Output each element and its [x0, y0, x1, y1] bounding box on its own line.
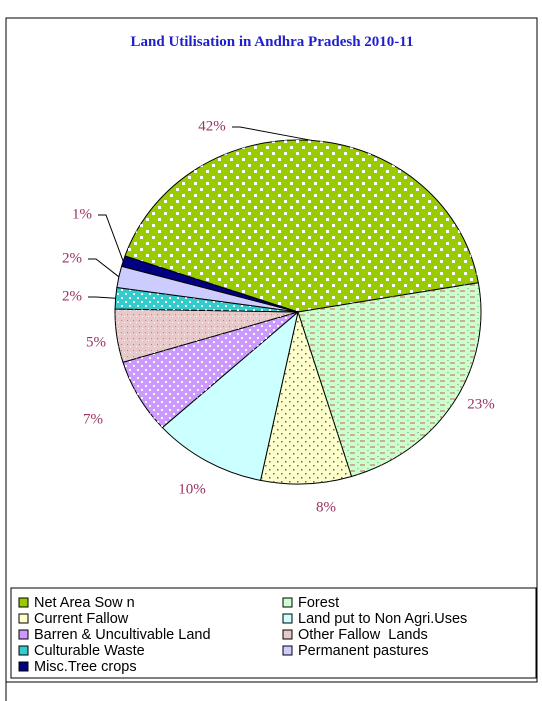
legend-label: Land put to Non Agri.Uses: [298, 611, 467, 627]
legend-label: Other Fallow Lands: [298, 627, 428, 643]
data-label: 23%: [467, 396, 495, 412]
data-label: 42%: [198, 118, 226, 134]
leader-line: [232, 126, 313, 142]
legend-swatch: [282, 645, 293, 656]
data-label: 10%: [178, 481, 206, 497]
leader-line: [98, 214, 124, 262]
legend-label: Current Fallow: [34, 611, 129, 627]
slice-pattern: [122, 312, 298, 428]
legend-label: Barren & Uncultivable Land: [34, 627, 211, 643]
chart-title: Land Utilisation in Andhra Pradesh 2010-…: [131, 34, 414, 50]
leader-line: [88, 258, 120, 278]
leader-line: [88, 296, 116, 299]
legend-swatch: [18, 645, 29, 656]
legend-swatch: [18, 613, 29, 624]
slice-pattern: [115, 308, 298, 363]
slice-pattern: [298, 282, 481, 477]
legend-swatch: [18, 597, 29, 608]
pie-slice: [161, 310, 299, 481]
slice-pattern: [260, 312, 352, 485]
data-label: 7%: [83, 411, 103, 427]
chart-frame: [5, 17, 538, 683]
legend-label: Permanent pastures: [298, 643, 429, 659]
legend-swatch: [282, 613, 293, 624]
legend-label: Forest: [298, 595, 339, 611]
data-label: 1%: [72, 206, 92, 222]
legend-swatch: [18, 629, 29, 640]
legend-label: Misc.Tree crops: [34, 659, 137, 675]
slice-pattern: [124, 139, 479, 312]
legend-label: Culturable Waste: [34, 643, 145, 659]
legend-box: [10, 587, 537, 679]
legend-swatch: [18, 661, 29, 672]
legend-label: Net Area Sow n: [34, 595, 135, 611]
data-label: 2%: [62, 288, 82, 304]
data-label: 2%: [62, 250, 82, 266]
data-label: 8%: [316, 499, 336, 515]
data-label: 5%: [86, 334, 106, 350]
legend-swatch: [282, 597, 293, 608]
legend-swatch: [282, 629, 293, 640]
